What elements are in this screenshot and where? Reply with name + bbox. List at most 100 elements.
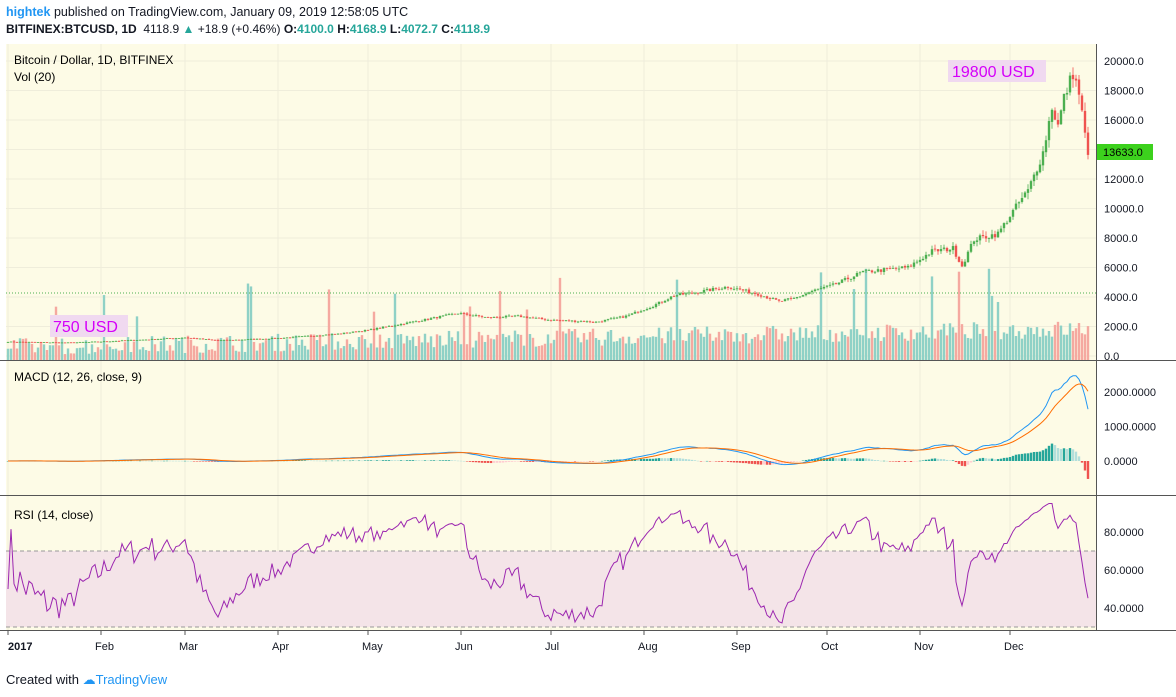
volume-bar bbox=[435, 334, 439, 360]
author-name[interactable]: hightek bbox=[6, 5, 51, 19]
published-text: published on TradingView.com, January 09… bbox=[53, 5, 409, 19]
volume-bar bbox=[174, 338, 178, 360]
macd-histogram-bar bbox=[597, 461, 601, 462]
candle-body bbox=[378, 327, 382, 329]
volume-bar bbox=[423, 333, 427, 360]
candle-body bbox=[174, 338, 178, 339]
volume-bar bbox=[1026, 326, 1030, 360]
candle-body bbox=[654, 304, 658, 308]
close-value: 4118.9 bbox=[453, 22, 491, 36]
candle-body bbox=[1047, 121, 1051, 141]
volume-bar bbox=[792, 332, 796, 360]
macd-histogram-bar bbox=[1086, 461, 1090, 479]
candle-body bbox=[591, 322, 595, 323]
candle-body bbox=[1029, 181, 1033, 189]
macd-histogram-bar bbox=[642, 458, 646, 461]
volume-bar bbox=[993, 330, 997, 360]
macd-histogram-bar bbox=[984, 458, 988, 461]
macd-histogram-bar bbox=[987, 458, 991, 461]
macd-histogram-bar bbox=[906, 461, 910, 462]
volume-bar bbox=[1020, 338, 1024, 360]
tradingview-brand[interactable]: TradingView bbox=[95, 672, 168, 687]
volume-bar bbox=[642, 335, 646, 360]
macd-histogram-bar bbox=[651, 458, 655, 461]
volume-bar bbox=[390, 348, 394, 360]
candle-body bbox=[423, 318, 427, 321]
volume-bar bbox=[987, 268, 991, 360]
macd-histogram-bar bbox=[336, 460, 340, 462]
candle-body bbox=[246, 339, 250, 340]
volume-bar bbox=[312, 334, 316, 360]
macd-histogram-bar bbox=[144, 460, 148, 462]
macd-histogram-bar bbox=[588, 461, 592, 462]
time-axis-label: Jul bbox=[545, 641, 559, 653]
candle-body bbox=[369, 329, 373, 330]
volume-bar bbox=[57, 345, 61, 360]
candle-body bbox=[918, 259, 922, 263]
open-value: 4100.0 bbox=[297, 22, 334, 36]
macd-histogram-bar bbox=[561, 461, 565, 462]
macd-histogram-bar bbox=[360, 460, 364, 462]
macd-histogram-bar bbox=[171, 460, 175, 462]
macd-histogram-bar bbox=[786, 461, 790, 463]
macd-histogram-bar bbox=[132, 460, 136, 462]
volume-bar bbox=[696, 329, 700, 360]
macd-histogram-bar bbox=[300, 460, 304, 461]
volume-bar bbox=[489, 338, 493, 360]
candle-body bbox=[579, 321, 583, 323]
candle-body bbox=[810, 290, 814, 293]
candle-body bbox=[789, 298, 793, 299]
candle-body bbox=[900, 266, 904, 269]
volume-bar bbox=[138, 349, 142, 360]
candle-body bbox=[96, 341, 100, 343]
volume-bar bbox=[942, 323, 946, 360]
candle-body bbox=[663, 300, 667, 303]
candle-body bbox=[207, 339, 211, 340]
candle-body bbox=[726, 286, 730, 288]
volume-bar bbox=[864, 268, 868, 360]
volume-bar bbox=[1059, 325, 1063, 360]
macd-histogram-bar bbox=[1008, 457, 1012, 461]
candle-body bbox=[18, 341, 22, 343]
price-axis-label: 6000.0 bbox=[1104, 263, 1138, 275]
volume-bar bbox=[525, 309, 529, 360]
candle-body bbox=[564, 320, 568, 322]
macd-histogram-bar bbox=[750, 461, 754, 464]
candle-body bbox=[345, 332, 349, 334]
price-axis-label: 12000.0 bbox=[1104, 174, 1144, 186]
macd-histogram-bar bbox=[795, 461, 799, 462]
volume-bar bbox=[267, 338, 271, 360]
volume-bar bbox=[12, 340, 16, 360]
macd-histogram-bar bbox=[1050, 443, 1054, 461]
volume-bar bbox=[147, 350, 151, 360]
macd-histogram-bar bbox=[816, 458, 820, 461]
volume-bar bbox=[759, 340, 763, 360]
volume-bar bbox=[1023, 334, 1027, 360]
high-note[interactable]: 19800 USD bbox=[952, 64, 1035, 81]
candle-body bbox=[792, 298, 796, 299]
volume-bar bbox=[897, 335, 901, 360]
volume-bar bbox=[933, 338, 937, 360]
volume-bar bbox=[270, 336, 274, 360]
macd-histogram-bar bbox=[912, 461, 916, 462]
candle-body bbox=[75, 342, 79, 344]
macd-histogram-bar bbox=[156, 460, 160, 462]
volume-bar bbox=[861, 335, 865, 360]
volume-bar bbox=[564, 333, 568, 360]
low-note[interactable]: 750 USD bbox=[53, 319, 118, 336]
tradingview-logo-icon[interactable]: ☁ bbox=[82, 672, 96, 687]
volume-bar bbox=[123, 342, 127, 360]
low-note-bg bbox=[50, 315, 128, 337]
volume-bar bbox=[156, 351, 160, 360]
volume-bar bbox=[606, 331, 610, 360]
macd-histogram-bar bbox=[972, 460, 976, 462]
candle-body bbox=[459, 313, 463, 314]
macd-histogram-bar bbox=[639, 458, 643, 461]
chart-area[interactable]: 0.0 2000.0 4000.0 6000.0 8000.0 10000.0 12000.… bbox=[0, 44, 1176, 666]
volume-bar bbox=[303, 345, 307, 360]
candle-body bbox=[780, 300, 784, 302]
volume-bar bbox=[903, 338, 907, 360]
candle-body bbox=[426, 318, 430, 320]
volume-bar bbox=[186, 335, 190, 360]
macd-histogram-bar bbox=[1056, 448, 1060, 461]
